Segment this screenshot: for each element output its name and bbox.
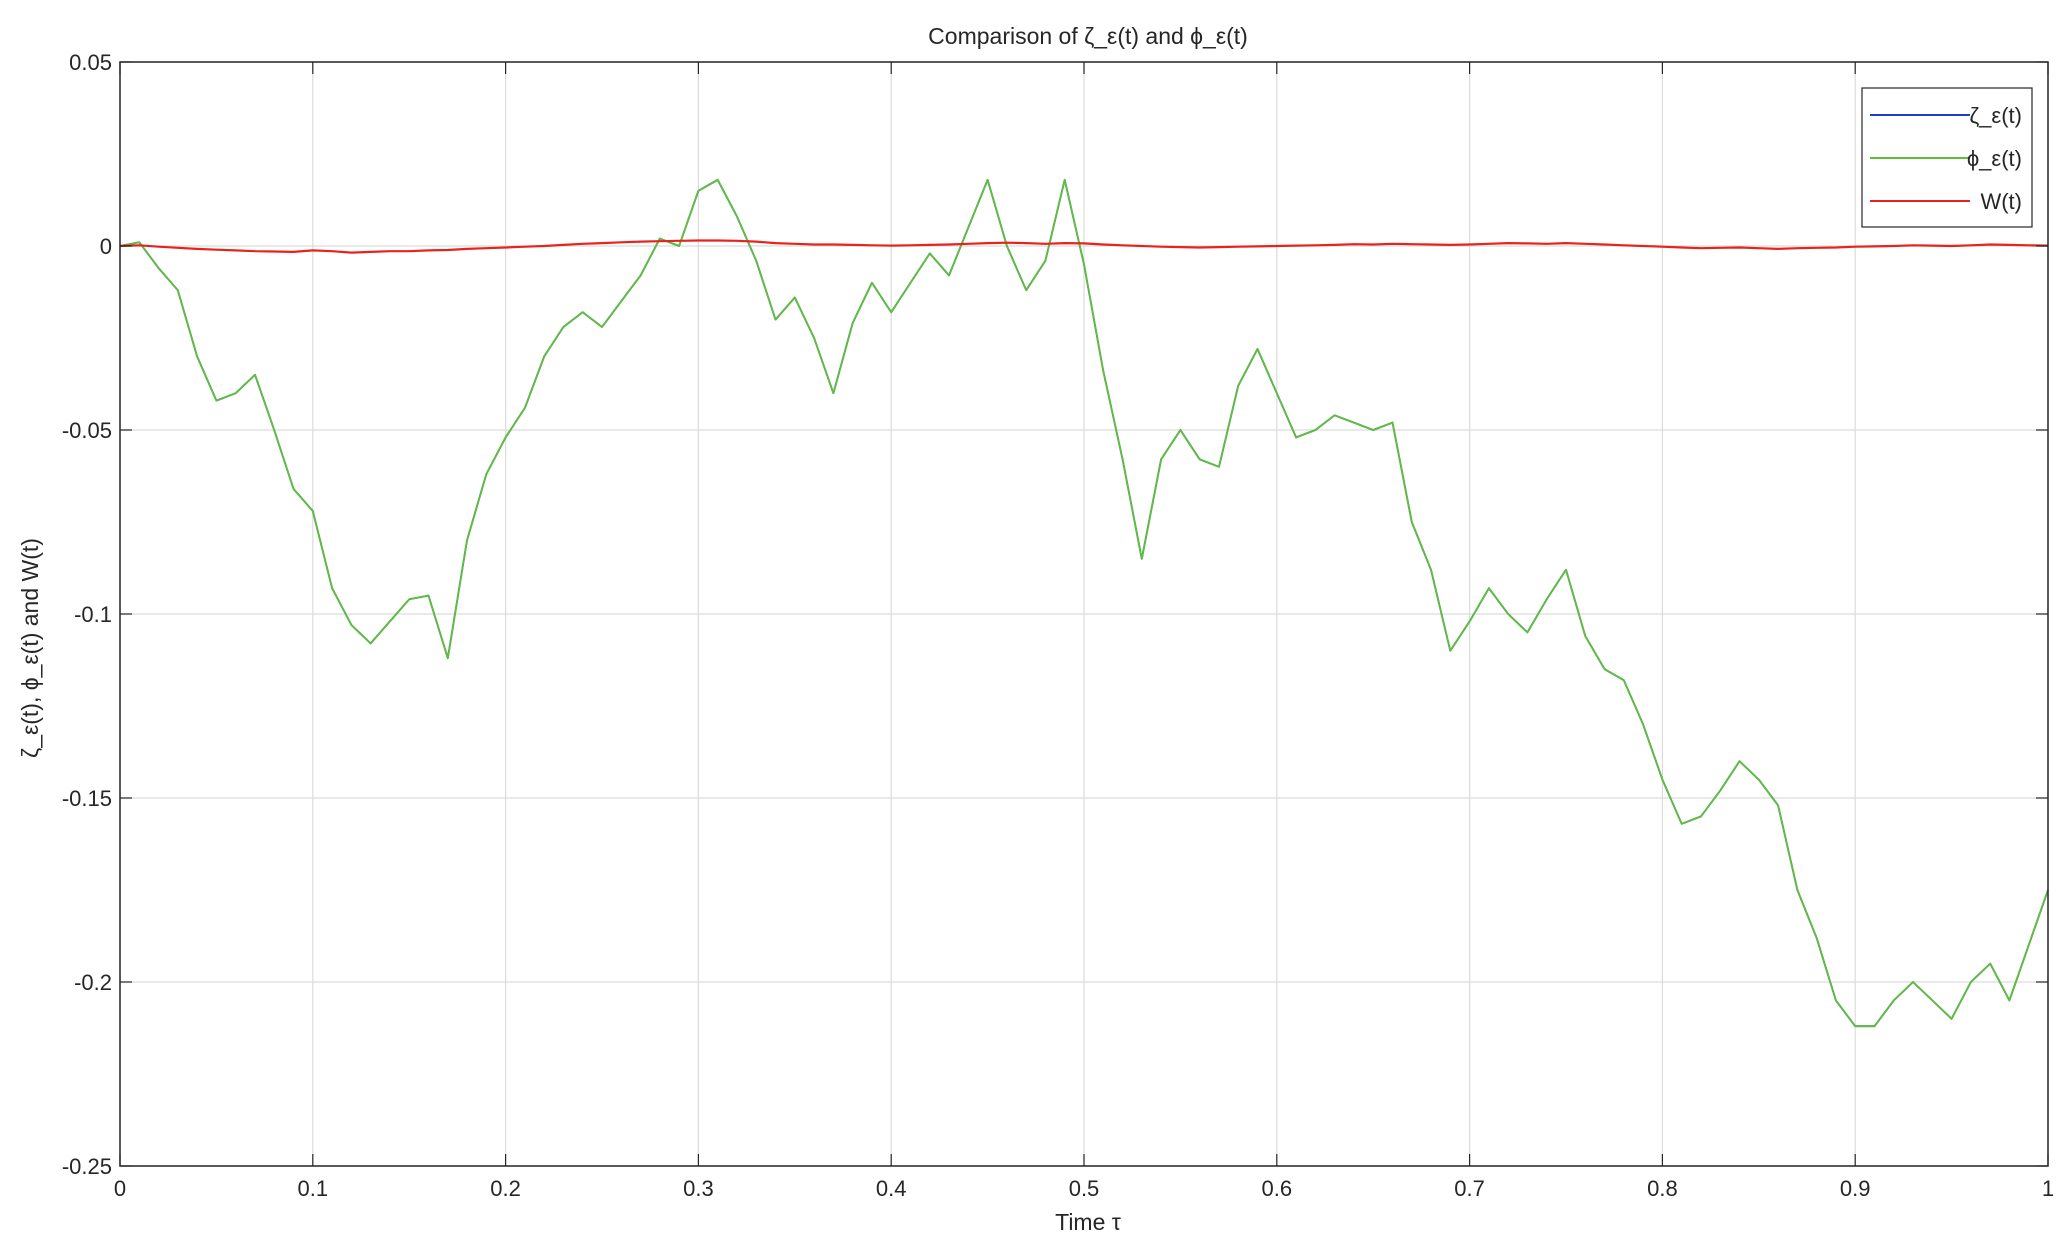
legend-label: ζ_ε(t): [1969, 103, 2022, 128]
x-tick-label: 0.4: [876, 1176, 907, 1201]
x-tick-label: 0.6: [1262, 1176, 1293, 1201]
y-tick-label: 0: [100, 234, 112, 259]
x-tick-label: 0: [114, 1176, 126, 1201]
legend: ζ_ε(t) ϕ_ε(t) W(t): [1861, 87, 2033, 228]
y-tick-label: -0.2: [74, 970, 112, 995]
x-axis: 0 0.1 0.2 0.3 0.4 0.5 0.6 0.7 0.8 0.9 1: [114, 62, 2054, 1201]
legend-label: ϕ_ε(t): [1967, 146, 2022, 171]
y-axis: 0.05 0 -0.05 -0.1 -0.15 -0.2 -0.25: [62, 50, 2048, 1179]
x-tick-label: 0.7: [1454, 1176, 1485, 1201]
x-tick-label: 0.9: [1840, 1176, 1871, 1201]
y-tick-label: -0.25: [62, 1154, 112, 1179]
y-axis-label: ζ_ε(t), ϕ_ε(t) and W(t): [17, 538, 43, 758]
y-tick-label: -0.05: [62, 418, 112, 443]
y-tick-label: -0.15: [62, 786, 112, 811]
series-layer: [119, 178, 2049, 1028]
legend-label: W(t): [1980, 189, 2022, 214]
series-line-3: [119, 239, 2049, 254]
y-tick-label: 0.05: [69, 50, 112, 75]
chart-title: Comparison of ζ_ε(t) and ϕ_ε(t): [928, 23, 1248, 49]
x-tick-label: 0.2: [490, 1176, 521, 1201]
x-tick-label: 1: [2042, 1176, 2054, 1201]
series-line-2: [119, 178, 2049, 1028]
x-tick-label: 0.5: [1069, 1176, 1100, 1201]
x-axis-label: Time τ: [1055, 1209, 1121, 1235]
x-tick-label: 0.1: [298, 1176, 329, 1201]
x-tick-label: 0.3: [683, 1176, 714, 1201]
x-tick-label: 0.8: [1647, 1176, 1678, 1201]
y-tick-label: -0.1: [74, 602, 112, 627]
